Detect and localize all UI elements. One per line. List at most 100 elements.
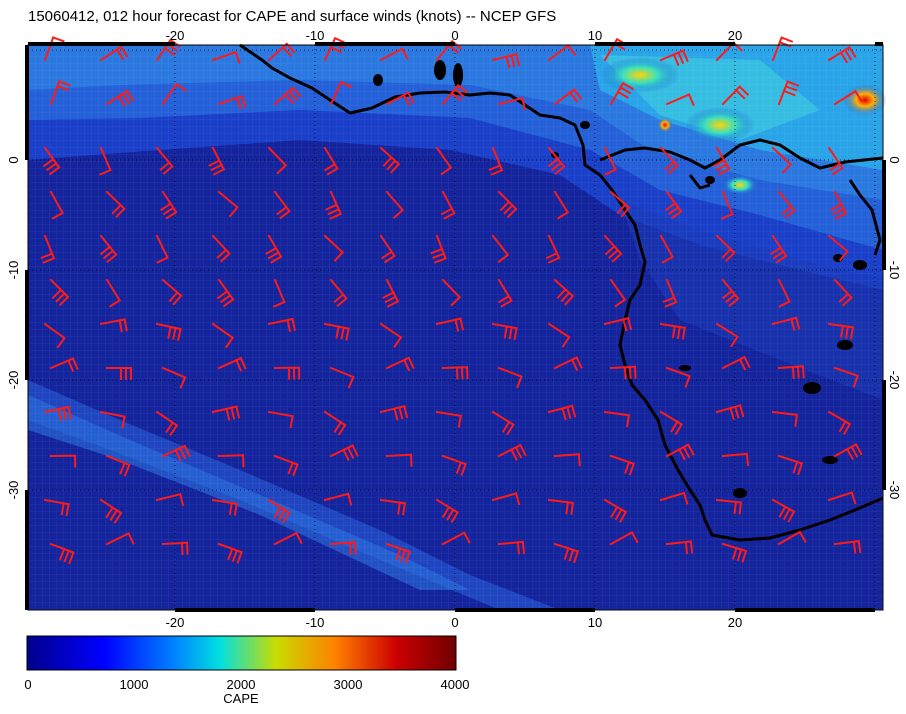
wind-barb — [497, 278, 513, 308]
wind-barb — [659, 49, 689, 67]
wind-barb — [217, 94, 247, 110]
wind-barb — [49, 542, 75, 565]
wind-barb — [609, 454, 635, 476]
wind-barb — [770, 234, 788, 264]
wind-barb — [323, 492, 353, 506]
wind-barb — [833, 366, 859, 388]
wind-barb — [659, 491, 689, 505]
wind-barb — [329, 444, 359, 462]
wind-barb — [161, 278, 183, 306]
wind-barb — [497, 366, 523, 389]
wind-barb — [161, 366, 187, 389]
wind-barb — [272, 278, 286, 308]
wind-barb — [547, 404, 577, 421]
coast-islands — [373, 60, 867, 498]
wind-barb — [497, 96, 527, 111]
lon-tick-label: -20 — [166, 615, 185, 630]
wind-barb — [491, 234, 510, 264]
wind-barb — [547, 498, 574, 515]
wind-barb — [323, 146, 339, 176]
wind-barb — [827, 234, 849, 262]
wind-barb — [547, 146, 566, 176]
wind-barb — [379, 404, 409, 421]
wind-barb — [659, 410, 683, 436]
wind-barb — [777, 278, 791, 308]
colorbar-gradient — [26, 635, 457, 671]
wind-barb — [267, 317, 296, 332]
wind-barb — [721, 278, 740, 308]
wind-barb — [43, 498, 70, 517]
wind-barb — [155, 322, 182, 341]
wind-barb — [609, 81, 634, 106]
wind-barb — [160, 190, 178, 220]
wind-barb — [491, 410, 515, 436]
map-title: 15060412, 012 hour forecast for CAPE and… — [28, 8, 557, 25]
wind-barb — [777, 530, 807, 546]
wind-barb — [99, 498, 123, 524]
wind-barb — [491, 492, 521, 506]
wind-barb — [106, 367, 132, 380]
wind-barb — [385, 190, 405, 219]
wind-barb — [715, 234, 736, 263]
wind-barb — [49, 357, 79, 373]
wind-barb — [553, 356, 583, 371]
wind-barb — [771, 316, 801, 331]
coastline — [239, 43, 884, 542]
wind-barb — [323, 234, 345, 262]
wind-barb — [715, 322, 739, 348]
wind-barb — [603, 234, 623, 263]
wind-barb — [329, 366, 355, 389]
wind-barb — [833, 89, 863, 106]
lon-tick-label: 10 — [588, 28, 602, 43]
wind-barb — [105, 454, 131, 477]
wind-barb — [721, 355, 751, 371]
wind-barb — [435, 498, 459, 524]
wind-barb — [211, 234, 231, 263]
colorbar-tick-label: 0 — [24, 677, 31, 692]
wind-barb — [329, 80, 353, 106]
wind-barb — [105, 190, 126, 219]
wind-barb — [497, 443, 527, 461]
wind-barb — [665, 366, 691, 388]
wind-barb — [659, 322, 686, 340]
wind-barb — [435, 410, 462, 428]
wind-barb — [217, 190, 239, 218]
wind-barb — [715, 498, 743, 515]
wind-barb — [379, 498, 406, 516]
wind-barb — [379, 146, 401, 174]
wind-barb — [665, 540, 694, 555]
wind-barb — [49, 454, 77, 468]
wind-barb — [441, 454, 467, 476]
wind-barb — [435, 317, 465, 332]
wind-barb — [385, 453, 413, 467]
wind-barb — [49, 80, 71, 106]
wind-barb — [273, 190, 291, 220]
wind-barb — [827, 491, 857, 505]
wind-barb — [430, 234, 447, 264]
wind-barb — [662, 278, 678, 308]
wind-barb — [155, 410, 179, 436]
lat-tick-label: -10 — [6, 261, 21, 280]
wind-barb — [833, 278, 853, 307]
wind-barb — [440, 190, 456, 220]
wind-barb — [441, 366, 469, 380]
wind-barb — [777, 454, 804, 476]
wind-barb — [553, 542, 580, 564]
wind-barb — [659, 146, 679, 175]
lon-tick-label: -10 — [306, 28, 325, 43]
wind-barb — [267, 410, 294, 429]
wind-barb — [329, 541, 357, 555]
wind-barb — [441, 531, 471, 546]
lat-tick-label: -20 — [6, 371, 21, 390]
wind-barb — [40, 234, 56, 264]
wind-barb — [161, 541, 189, 556]
wind-barb — [547, 322, 571, 348]
map-frame — [25, 42, 886, 612]
wind-barb — [155, 146, 174, 175]
lat-ticks-right: 0 -10 -20 -30 — [887, 156, 902, 499]
lon-ticks-bottom: -20 -10 0 10 20 — [166, 615, 743, 630]
wind-barb — [265, 234, 283, 264]
wind-barb — [99, 234, 118, 264]
wind-barb — [217, 454, 245, 468]
